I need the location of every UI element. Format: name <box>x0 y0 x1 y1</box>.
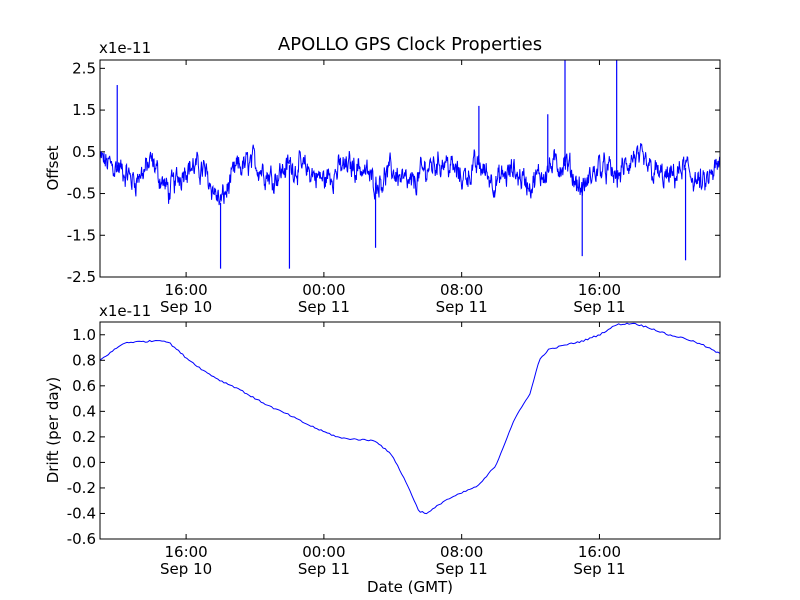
xtick-date-label: Sep 11 <box>436 560 488 578</box>
xtick-date-label: Sep 11 <box>436 298 488 316</box>
xtick-date-label: Sep 10 <box>160 560 212 578</box>
ytick-label: -0.2 <box>67 479 96 497</box>
xtick-time-label: 00:00 <box>302 543 345 561</box>
xtick-time-label: 08:00 <box>440 543 483 561</box>
offset-series-line <box>99 143 721 206</box>
xtick-time-label: 08:00 <box>440 281 483 299</box>
xtick-time-label: 16:00 <box>578 543 621 561</box>
ytick-label: -0.5 <box>67 185 96 203</box>
ytick-label: 1.5 <box>72 101 96 119</box>
drift-plot-area <box>99 322 721 515</box>
drift-ylabel: Drift (per day) <box>44 377 62 484</box>
xtick-time-label: 16:00 <box>578 281 621 299</box>
xtick-date-label: Sep 11 <box>298 560 350 578</box>
ytick-label: 0.8 <box>72 351 96 369</box>
offset-ylabel: Offset <box>44 145 62 190</box>
xtick-date-label: Sep 11 <box>573 560 625 578</box>
xtick-date-label: Sep 10 <box>160 298 212 316</box>
drift-panel: x1e-11 Drift (per day) Date (GMT) 1.0 0.8… <box>44 302 721 596</box>
ytick-label: -1.5 <box>67 226 96 244</box>
xtick-time-label: 00:00 <box>302 281 345 299</box>
drift-series-line <box>99 322 721 515</box>
chart-title: APOLLO GPS Clock Properties <box>278 34 542 55</box>
xtick-date-label: Sep 11 <box>573 298 625 316</box>
drift-multiplier: x1e-11 <box>99 302 151 320</box>
xtick-time-label: 16:00 <box>164 543 207 561</box>
ytick-label: 1.0 <box>72 326 96 344</box>
ytick-label: 0.2 <box>72 428 96 446</box>
drift-xlabel: Date (GMT) <box>367 578 453 596</box>
ytick-label: -0.4 <box>67 504 96 522</box>
ytick-label: -0.6 <box>67 530 96 548</box>
drift-axes-frame <box>99 321 721 540</box>
ytick-label: 0.4 <box>72 402 96 420</box>
xtick-time-label: 16:00 <box>164 281 207 299</box>
ytick-label: 0.0 <box>72 453 96 471</box>
ytick-label: 0.5 <box>72 143 96 161</box>
offset-panel: APOLLO GPS Clock Properties x1e-11 Offse… <box>44 34 721 316</box>
xtick-date-label: Sep 11 <box>298 298 350 316</box>
offset-plot-area <box>99 60 721 269</box>
ytick-label: 2.5 <box>72 59 96 77</box>
offset-multiplier: x1e-11 <box>99 39 151 57</box>
ytick-label: -2.5 <box>67 268 96 286</box>
offset-axes-frame <box>99 59 721 278</box>
ytick-label: 0.6 <box>72 377 96 395</box>
